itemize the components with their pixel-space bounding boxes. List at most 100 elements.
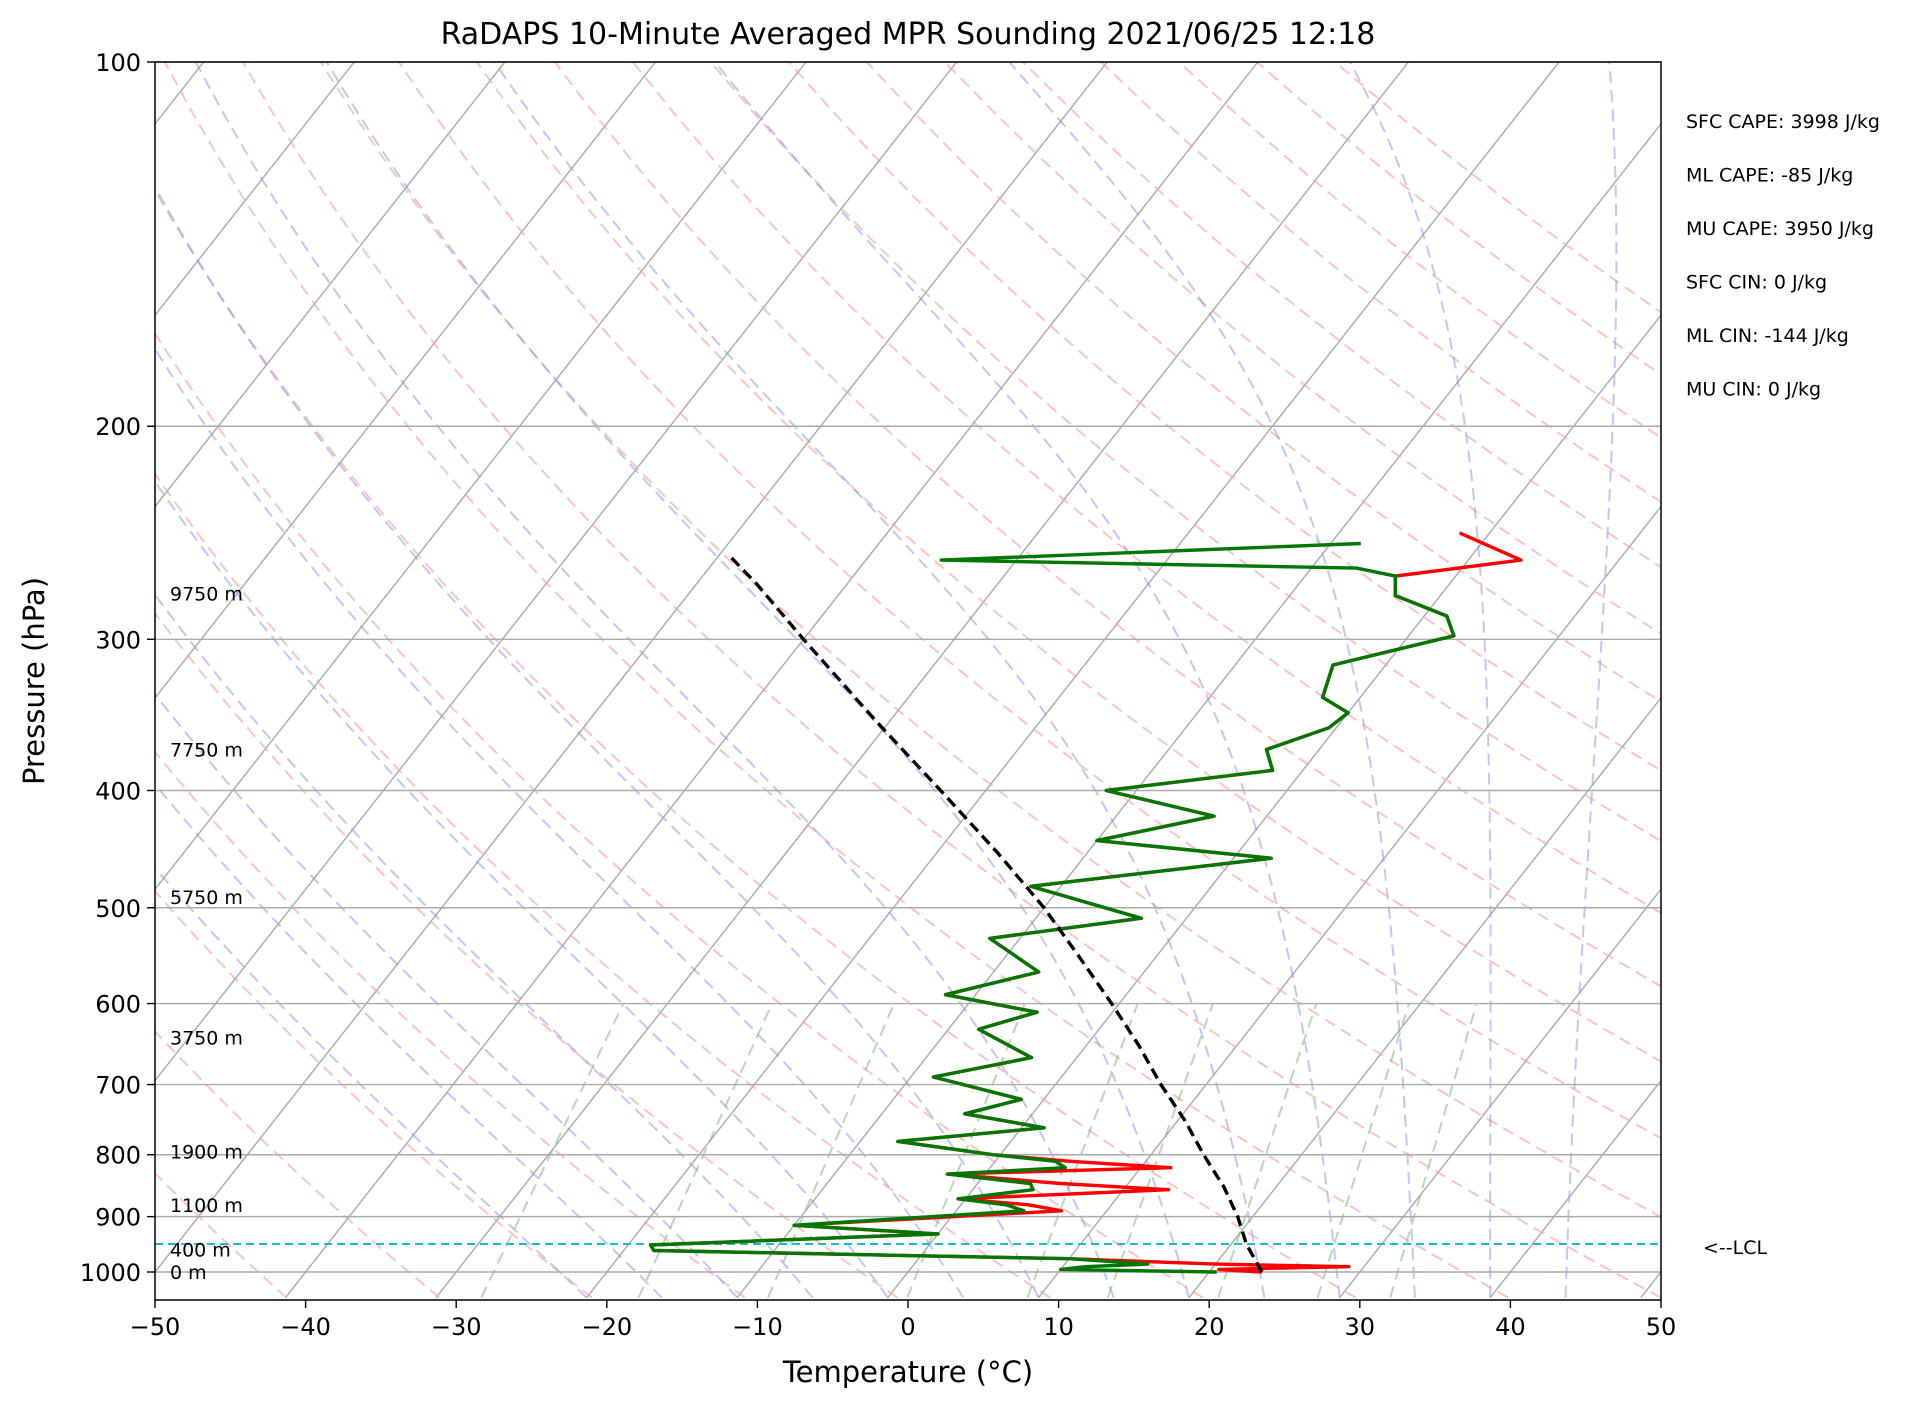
dry-adiabat-line xyxy=(1022,62,1661,569)
mixing-ratio-line xyxy=(1316,1003,1410,1298)
y-tick-label: 1000 xyxy=(80,1259,141,1287)
isotherm-line xyxy=(736,122,1661,1299)
y-tick-label: 900 xyxy=(95,1204,141,1232)
dry-adiabat-line xyxy=(554,62,1661,988)
altitude-label: 1900 m xyxy=(170,1141,243,1163)
dry-adiabat-line xyxy=(241,62,1661,1299)
y-tick-label: 600 xyxy=(95,991,141,1019)
dry-adiabat-line xyxy=(319,62,1661,1219)
dry-adiabat-line xyxy=(475,62,1661,1063)
isotherm-line xyxy=(155,62,506,508)
isotherm-line xyxy=(155,62,355,317)
chart-title: RaDAPS 10-Minute Averaged MPR Sounding 2… xyxy=(441,17,1376,52)
moist-adiabat-line xyxy=(493,62,1266,1298)
y-axis-label: Pressure (hPa) xyxy=(17,577,51,785)
x-tick-label: −20 xyxy=(581,1313,632,1341)
moist-adiabat-line xyxy=(155,593,814,1299)
mixing-ratio-line xyxy=(767,1003,895,1299)
moist-adiabat-line xyxy=(1349,62,1492,1298)
altitude-label: 9750 m xyxy=(170,584,243,606)
x-tick-label: 30 xyxy=(1345,1313,1376,1341)
isotherm-line xyxy=(435,62,1410,1299)
isotherm-line xyxy=(155,62,657,700)
x-tick-label: 10 xyxy=(1043,1313,1074,1341)
moist-adiabat-line xyxy=(155,866,588,1299)
x-tick-label: 50 xyxy=(1646,1313,1677,1341)
x-tick-label: −10 xyxy=(732,1313,783,1341)
mixing-ratio-line xyxy=(1106,1003,1214,1298)
pressure-gridlines xyxy=(155,61,1661,1273)
isotherm-line xyxy=(586,62,1560,1299)
dry-adiabat-line xyxy=(1178,62,1661,439)
background-lines xyxy=(155,62,1661,1299)
dry-adiabat-line xyxy=(163,62,1509,1299)
y-tick-label: 700 xyxy=(95,1072,141,1100)
dry-adiabat-line xyxy=(155,331,1204,1299)
y-tick-label: 400 xyxy=(95,777,141,805)
x-tick-label: −30 xyxy=(431,1313,482,1341)
x-tick-label: −40 xyxy=(280,1313,331,1341)
mixing-ratio-line xyxy=(1026,1003,1139,1298)
isotherm-line xyxy=(155,62,807,891)
moist-adiabat-line xyxy=(155,692,738,1299)
isotherm-line xyxy=(155,62,958,1082)
y-tick-label: 300 xyxy=(95,626,141,654)
stat-label: ML CIN: -144 J/kg xyxy=(1686,325,1849,347)
mixing-ratio-line xyxy=(1217,1003,1318,1298)
x-tick-label: 20 xyxy=(1194,1313,1225,1341)
lcl-marker: <--LCL xyxy=(155,1237,1767,1259)
moist-adiabat-line xyxy=(1564,62,1618,1298)
dry-adiabat-line xyxy=(1256,62,1661,376)
isotherm-line xyxy=(887,314,1661,1299)
altitude-label: 0 m xyxy=(170,1262,207,1284)
plot-frame xyxy=(154,61,1662,1301)
dewpoint-line xyxy=(648,541,1456,1274)
moist-adiabat-line xyxy=(155,479,889,1299)
altitude-label: 400 m xyxy=(170,1239,231,1261)
moist-adiabat-line xyxy=(155,782,663,1299)
y-tick-label: 500 xyxy=(95,895,141,923)
isotherm-line xyxy=(1489,1079,1661,1299)
dry-adiabat-line xyxy=(632,62,1661,915)
mixing-ratio-line xyxy=(480,1003,625,1299)
parcel-profile-line xyxy=(726,552,1264,1273)
moist-adiabat-line xyxy=(155,347,964,1299)
isotherm-line xyxy=(155,62,1108,1274)
altitude-label: 7750 m xyxy=(170,740,243,762)
stat-label: MU CIN: 0 J/kg xyxy=(1686,379,1821,401)
dry-adiabat-line xyxy=(155,188,1357,1299)
dry-adiabat-line xyxy=(710,62,1661,843)
dry-adiabat-line xyxy=(155,472,1051,1299)
y-tick-label: 200 xyxy=(95,413,141,441)
dry-adiabat-line xyxy=(944,62,1661,635)
isotherm-line xyxy=(1640,1270,1661,1299)
dry-adiabat-line xyxy=(155,889,593,1299)
x-tick-label: 0 xyxy=(900,1313,915,1341)
y-tick-label: 800 xyxy=(95,1142,141,1170)
isotherm-line xyxy=(1188,696,1661,1299)
y-tick-label: 100 xyxy=(95,49,141,77)
moist-adiabat-line xyxy=(1008,62,1416,1298)
stat-label: SFC CAPE: 3998 J/kg xyxy=(1686,111,1880,133)
altitude-labels: 9750 m 7750 m 5750 m 3750 m 1900 m 1100 m 400 … xyxy=(170,584,243,1284)
dry-adiabat-line xyxy=(1100,62,1661,504)
isotherm-line xyxy=(1037,505,1661,1299)
x-tick-label: −50 xyxy=(130,1313,181,1341)
moist-adiabat-line xyxy=(194,62,1115,1298)
y-axis-ticks: 100 200 300 400 500 600 700 800 900 1000 xyxy=(80,49,155,1287)
x-tick-label: 40 xyxy=(1495,1313,1526,1341)
x-axis-label: Temperature (°C) xyxy=(782,1355,1033,1389)
stat-label: MU CAPE: 3950 J/kg xyxy=(1686,218,1874,240)
dry-adiabat-line xyxy=(866,62,1661,703)
mixing-ratio-line xyxy=(637,1003,773,1299)
lcl-label: <--LCL xyxy=(1703,1237,1767,1259)
isotherm-line xyxy=(1339,888,1661,1299)
mixing-ratio-line xyxy=(1389,1003,1478,1298)
dry-adiabat-line xyxy=(1334,62,1661,314)
moist-adiabat-line xyxy=(325,62,1190,1298)
moist-adiabat-line xyxy=(714,62,1341,1298)
dry-adiabat-line xyxy=(788,62,1661,772)
isotherm-line xyxy=(284,62,1259,1299)
dry-adiabat-line xyxy=(155,750,746,1299)
